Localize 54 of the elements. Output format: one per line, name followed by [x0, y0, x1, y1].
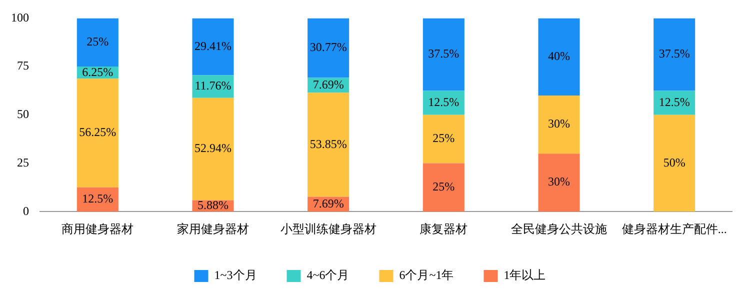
- data-label: 53.85%: [310, 136, 347, 151]
- bar: [654, 90, 696, 115]
- x-tick-label: 家用健身器材: [177, 222, 249, 236]
- x-tick-label: 小型训练健身器材: [280, 222, 376, 236]
- bar: [76, 78, 118, 188]
- bar: [538, 18, 580, 96]
- data-label: 5.88%: [198, 198, 228, 212]
- legend-label: 4~6个月: [306, 268, 350, 282]
- y-tick-label: 100: [11, 10, 29, 24]
- x-tick-label: 健身器材生产配件...: [622, 222, 727, 236]
- data-label: 25%: [432, 131, 455, 146]
- bar: [308, 18, 350, 78]
- data-label: 12.5%: [82, 192, 114, 206]
- bar: [192, 75, 234, 98]
- bar: [538, 96, 580, 154]
- bar: [422, 114, 464, 164]
- y-tick-label: 0: [23, 204, 29, 218]
- data-label: 50%: [663, 155, 686, 170]
- data-label: 12.5%: [428, 94, 460, 109]
- bar: [422, 18, 464, 91]
- legend-label: 1年以上: [504, 268, 546, 282]
- data-label: 7.69%: [312, 77, 344, 92]
- x-tick-label: 全民健身公共设施: [511, 222, 607, 236]
- data-label: 30.77%: [310, 40, 347, 54]
- data-label: 12.5%: [658, 94, 690, 109]
- data-label: 25%: [432, 180, 455, 194]
- x-tick-label: 康复器材: [420, 222, 468, 236]
- y-tick-label: 25: [17, 155, 29, 170]
- data-label: 6.25%: [82, 64, 114, 79]
- data-label: 11.76%: [194, 78, 232, 93]
- legend-label: 1~3个月: [214, 268, 257, 282]
- legend-label: 6个月~1年: [399, 268, 454, 282]
- data-label: 40%: [548, 49, 570, 64]
- bar: [538, 154, 580, 212]
- data-label: 25%: [86, 34, 109, 49]
- data-label: 56.25%: [79, 125, 116, 140]
- data-label: 29.41%: [194, 38, 232, 53]
- bar: [308, 92, 350, 197]
- y-tick-label: 75: [17, 58, 29, 73]
- bar: [654, 114, 696, 212]
- bar: [654, 18, 696, 91]
- data-label: 37.5%: [428, 46, 460, 61]
- data-label: 30%: [548, 116, 570, 131]
- x-tick-label: 商用健身器材: [62, 222, 134, 236]
- bar: [76, 18, 118, 67]
- bar: [422, 163, 464, 212]
- data-label: 30%: [548, 174, 570, 189]
- data-label: 52.94%: [194, 141, 232, 156]
- bar: [422, 90, 464, 115]
- data-label: 37.5%: [658, 46, 690, 61]
- data-label: 7.69%: [312, 196, 344, 210]
- y-tick-label: 50: [17, 107, 29, 122]
- bar: [192, 98, 234, 200]
- bar: [192, 18, 234, 76]
